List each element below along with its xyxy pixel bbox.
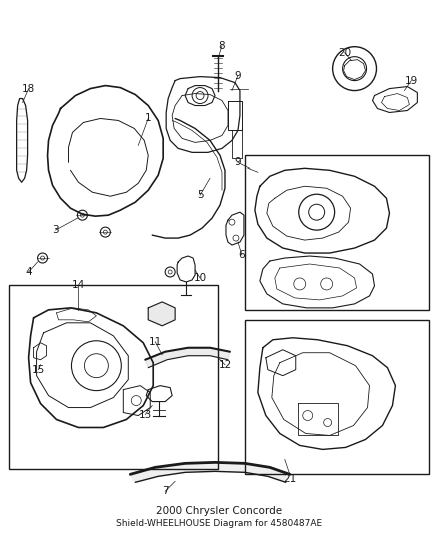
Text: 12: 12 (219, 360, 232, 370)
Text: 14: 14 (72, 280, 85, 290)
Text: 18: 18 (22, 84, 35, 94)
Text: 7: 7 (162, 486, 169, 496)
Bar (9, 285, 218, 470)
Text: 15: 15 (32, 365, 45, 375)
Text: 1: 1 (145, 114, 152, 124)
Text: 20: 20 (338, 47, 351, 58)
Bar (245, 320, 429, 474)
Text: 11: 11 (148, 337, 162, 347)
Text: 13: 13 (138, 409, 152, 419)
Text: 5: 5 (197, 190, 203, 200)
Text: 2000 Chrysler Concorde: 2000 Chrysler Concorde (156, 506, 282, 516)
Polygon shape (145, 348, 230, 368)
Text: 10: 10 (194, 273, 207, 283)
Text: 8: 8 (219, 41, 225, 51)
Text: Shield-WHEELHOUSE Diagram for 4580487AE: Shield-WHEELHOUSE Diagram for 4580487AE (116, 519, 322, 528)
Text: 21: 21 (283, 474, 297, 484)
Bar (245, 155, 429, 310)
Text: 6: 6 (239, 250, 245, 260)
Polygon shape (130, 462, 290, 482)
Text: 19: 19 (405, 76, 418, 86)
Polygon shape (148, 302, 175, 326)
Text: 9: 9 (235, 157, 241, 167)
Text: 9: 9 (235, 70, 241, 80)
Text: 3: 3 (52, 225, 59, 235)
Text: 4: 4 (25, 267, 32, 277)
